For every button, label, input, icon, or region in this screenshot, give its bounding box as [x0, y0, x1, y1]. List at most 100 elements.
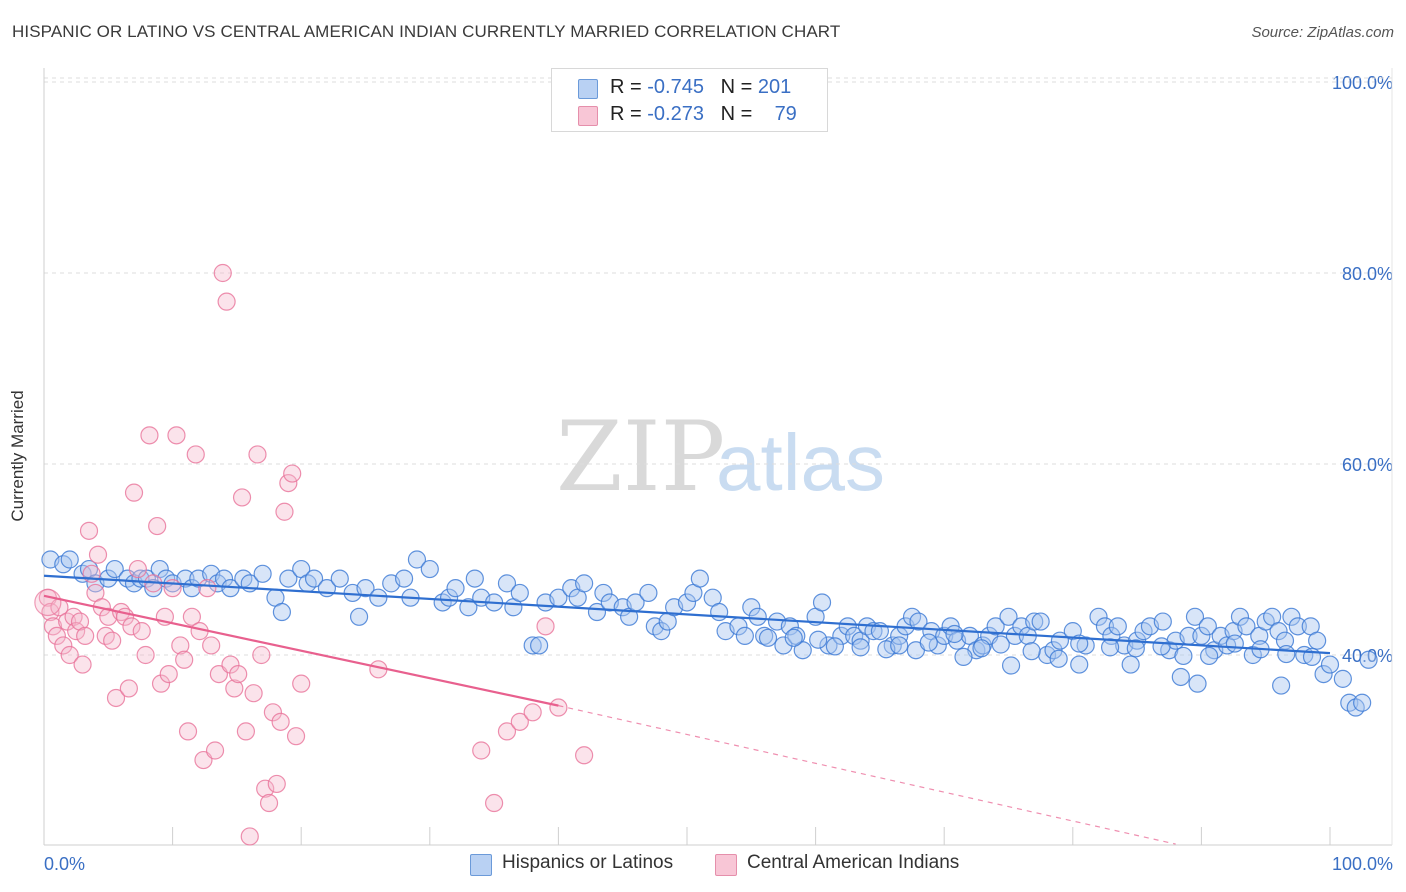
- data-point-hispanic: [105, 559, 124, 579]
- data-point-hispanic: [991, 635, 1010, 654]
- data-point-central-american: [259, 793, 279, 813]
- legend-n-value-2: 79: [774, 103, 797, 125]
- data-point-central-american: [43, 617, 63, 636]
- y-tick-label: 40.0%: [1342, 646, 1393, 666]
- data-point-hispanic: [394, 569, 414, 588]
- data-point-central-american: [140, 426, 159, 445]
- data-point-hispanic: [1353, 693, 1372, 712]
- data-point-hispanic: [439, 588, 459, 607]
- data-point-hispanic: [510, 583, 529, 603]
- x-tick-label-min: 0.0%: [44, 854, 85, 874]
- data-point-central-american: [275, 502, 294, 521]
- data-point-hispanic: [304, 569, 324, 588]
- legend-r-value-2: -0.273: [647, 103, 704, 125]
- data-point-hispanic: [909, 612, 928, 631]
- data-point-hispanic: [677, 593, 697, 612]
- data-point-hispanic: [330, 569, 349, 588]
- chart-title: HISPANIC OR LATINO VS CENTRAL AMERICAN I…: [12, 22, 841, 41]
- data-point-central-american: [283, 464, 302, 483]
- source-note: Source: ZipAtlas.com: [1251, 24, 1394, 41]
- data-point-central-american: [263, 703, 283, 722]
- data-point-central-american: [132, 622, 151, 641]
- data-point-hispanic: [986, 617, 1005, 636]
- data-point-hispanic: [832, 626, 851, 646]
- data-point-hispanic: [1237, 617, 1256, 636]
- data-point-hispanic: [1153, 612, 1172, 631]
- data-point-hispanic: [1320, 655, 1340, 674]
- data-point-central-american: [106, 688, 126, 708]
- data-point-hispanic: [1076, 636, 1095, 655]
- data-point-hispanic: [420, 559, 439, 579]
- data-point-hispanic: [1174, 646, 1193, 666]
- data-point-central-american: [221, 655, 240, 674]
- data-point-central-american: [103, 631, 122, 650]
- data-point-central-american: [198, 579, 217, 598]
- bottom-legend-label-central-american: Central American Indians: [747, 852, 960, 873]
- data-point-hispanic: [176, 569, 195, 588]
- y-tick-label: 60.0%: [1342, 455, 1393, 475]
- data-point-hispanic: [945, 624, 964, 644]
- data-point-hispanic: [972, 639, 991, 658]
- legend-swatch-blue: [578, 79, 598, 99]
- legend-r-label-1: R =: [610, 76, 648, 98]
- data-point-central-american: [472, 741, 491, 760]
- data-point-hispanic: [919, 633, 938, 652]
- data-point-hispanic: [1314, 664, 1333, 684]
- data-point-hispanic: [742, 598, 761, 617]
- data-point-hispanic: [774, 636, 793, 655]
- data-point-hispanic: [1277, 644, 1296, 664]
- trendline-central-american-extension: [558, 705, 1176, 845]
- data-point-central-american: [60, 645, 79, 665]
- legend-n-value-1: 201: [757, 76, 792, 98]
- data-point-hispanic: [999, 607, 1018, 626]
- data-point-central-american: [122, 617, 141, 636]
- data-point-hispanic: [890, 636, 909, 655]
- data-point-central-american: [236, 722, 256, 741]
- legend-n-label-2: N =: [720, 103, 758, 125]
- data-point-hispanic: [575, 574, 594, 593]
- legend-r-label-2: R =: [610, 103, 648, 125]
- watermark-atlas: atlas: [716, 418, 885, 507]
- data-point-central-american: [229, 664, 248, 684]
- correlation-legend: R = -0.745 N = 201 R = -0.273 N = 79: [551, 68, 828, 132]
- data-point-central-american: [536, 617, 555, 636]
- data-point-central-american: [41, 602, 60, 622]
- data-point-central-american: [232, 488, 252, 507]
- data-point-central-american: [292, 674, 311, 693]
- data-point-central-american: [47, 626, 66, 646]
- data-point-hispanic: [758, 628, 778, 647]
- data-point-central-american: [575, 746, 594, 765]
- data-point-hispanic: [523, 636, 542, 655]
- data-point-hispanic: [954, 647, 973, 667]
- data-point-central-american: [67, 622, 86, 641]
- data-point-hispanic: [812, 593, 832, 612]
- bottom-legend-swatch-blue: [470, 854, 492, 876]
- data-point-central-american: [171, 636, 190, 655]
- data-point-hispanic: [1230, 607, 1250, 626]
- legend-n-label-1: N =: [720, 76, 758, 98]
- data-point-hispanic: [1275, 631, 1295, 650]
- data-point-hispanic: [1308, 631, 1327, 650]
- bottom-legend-swatch-pink: [715, 854, 737, 876]
- data-point-hispanic: [780, 617, 799, 636]
- data-point-hispanic: [1282, 607, 1301, 626]
- data-point-hispanic: [1333, 669, 1352, 688]
- data-point-hispanic: [1031, 612, 1050, 631]
- watermark-zip: ZIP: [556, 401, 725, 513]
- data-point-hispanic: [1288, 617, 1307, 636]
- data-point-hispanic: [793, 641, 812, 660]
- data-point-hispanic: [825, 637, 844, 656]
- data-point-hispanic: [1359, 650, 1378, 669]
- data-point-hispanic: [253, 564, 272, 583]
- data-point-central-american: [70, 612, 90, 631]
- data-point-central-american: [256, 779, 275, 798]
- data-point-hispanic: [1269, 622, 1288, 641]
- data-point-central-american: [248, 445, 267, 464]
- data-point-hispanic: [465, 569, 484, 588]
- data-point-hispanic: [1025, 612, 1044, 631]
- data-point-central-american: [119, 679, 138, 698]
- data-point-hispanic: [639, 583, 658, 603]
- data-point-hispanic: [1095, 617, 1115, 636]
- data-point-hispanic: [356, 579, 375, 598]
- data-point-hispanic: [1049, 649, 1068, 668]
